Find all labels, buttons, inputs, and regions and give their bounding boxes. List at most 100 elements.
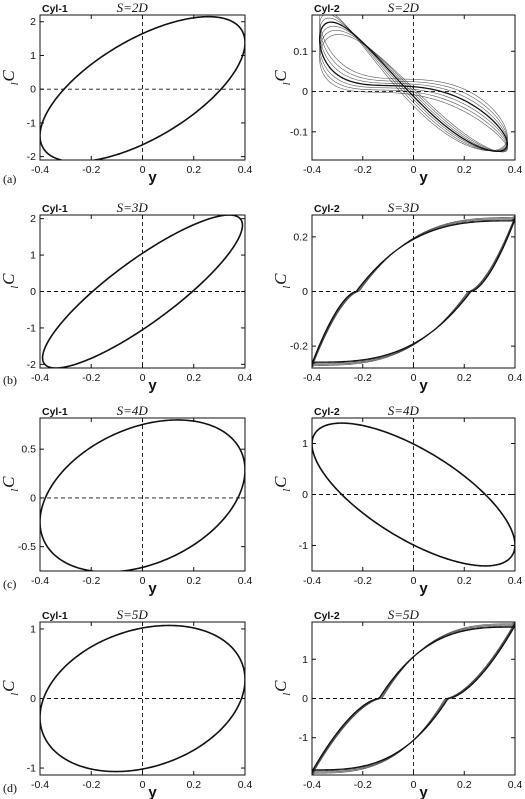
x-tick-label: -0.4 bbox=[31, 372, 49, 384]
y-axis-label: C bbox=[0, 680, 18, 692]
y-tick-label: 0 bbox=[30, 286, 36, 298]
x-axis-label: y bbox=[419, 784, 428, 799]
x-tick-label: 0.2 bbox=[186, 372, 201, 384]
series-line bbox=[40, 624, 245, 773]
y-tick-label: 0 bbox=[30, 693, 36, 705]
panel-spacing-label: S=5D bbox=[388, 607, 420, 622]
x-tick-label: -0.4 bbox=[31, 575, 49, 587]
y-axis-label: C bbox=[0, 476, 18, 488]
panel-spacing-label: S=4D bbox=[117, 403, 149, 418]
x-tick-label: -0.2 bbox=[354, 779, 372, 791]
series-line bbox=[312, 422, 515, 567]
row-label-a: (a) bbox=[3, 172, 16, 186]
x-tick-label: -0.4 bbox=[303, 372, 321, 384]
x-tick-label: -0.2 bbox=[354, 575, 372, 587]
y-tick-label: -2 bbox=[27, 151, 36, 163]
y-tick-label: 1 bbox=[30, 50, 36, 62]
curve-group bbox=[312, 622, 515, 775]
y-tick-label: 0.5 bbox=[21, 444, 36, 456]
panel-cylinder-label: Cyl-2 bbox=[314, 610, 340, 622]
y-tick-label: 0 bbox=[302, 489, 308, 501]
panel-cylinder-label: Cyl-1 bbox=[42, 203, 68, 215]
y-axis-label-subscript: l bbox=[281, 489, 293, 492]
x-tick-label: 0.2 bbox=[457, 372, 472, 384]
row-labels: (a) (b) (c) (d) bbox=[3, 172, 17, 795]
row-label-c: (c) bbox=[3, 577, 16, 591]
x-tick-label: 0.2 bbox=[186, 164, 201, 176]
panel-cylinder-label: Cyl-2 bbox=[314, 406, 340, 418]
panel-cylinder-label: Cyl-2 bbox=[314, 203, 340, 215]
series-line bbox=[319, 25, 508, 152]
x-tick-label: 0.4 bbox=[508, 779, 523, 791]
y-tick-label: 0 bbox=[302, 86, 308, 98]
series-line bbox=[312, 622, 515, 775]
x-tick-label: 0.4 bbox=[238, 779, 253, 791]
series-line bbox=[319, 34, 508, 153]
panel-cylinder-label: Cyl-2 bbox=[314, 3, 340, 15]
y-tick-label: 0 bbox=[30, 84, 36, 96]
x-tick-label: 0 bbox=[411, 164, 417, 176]
series-line bbox=[312, 624, 515, 773]
y-axis-label-subscript: l bbox=[9, 489, 21, 492]
series-line bbox=[318, 21, 509, 152]
y-axis-label: C bbox=[271, 680, 290, 692]
x-tick-label: 0.2 bbox=[457, 575, 472, 587]
y-tick-label: 2 bbox=[30, 213, 36, 225]
x-tick-label: 0.2 bbox=[457, 164, 472, 176]
y-tick-label: 0.2 bbox=[293, 231, 308, 243]
y-axis-label-subscript: l bbox=[9, 286, 21, 289]
x-tick-label: 0.4 bbox=[238, 372, 253, 384]
x-tick-label: 0.2 bbox=[186, 575, 201, 587]
y-tick-label: 1 bbox=[302, 438, 308, 450]
x-tick-label: 0 bbox=[140, 779, 146, 791]
y-tick-label: -0.2 bbox=[290, 341, 308, 353]
series-line bbox=[312, 215, 515, 368]
y-axis-label: C bbox=[271, 273, 290, 285]
x-tick-label: 0 bbox=[140, 575, 146, 587]
x-tick-label: 0.4 bbox=[508, 575, 523, 587]
y-axis-label: C bbox=[271, 70, 290, 82]
chart-panel: -0.4 -0.2 0 0.2 0.4 -0.2 0 0.2 Cyl-2 S=3D y Cl bbox=[271, 200, 522, 394]
panel-cylinder-label: Cyl-1 bbox=[42, 610, 68, 622]
y-axis-label: C bbox=[0, 70, 18, 82]
y-tick-label: -1 bbox=[299, 540, 308, 552]
x-tick-label: 0 bbox=[411, 372, 417, 384]
y-axis-label-subscript: l bbox=[9, 82, 21, 85]
chart-panel: -0.4 -0.2 0 0.2 0.4 -0.1 0 0.1 Cyl-2 S=2D y Cl bbox=[271, 0, 522, 186]
chart-panel: -0.4 -0.2 0 0.2 0.4 -1 0 1 Cyl-1 S=5D y Cl bbox=[0, 607, 252, 799]
x-axis-label: y bbox=[419, 169, 428, 186]
x-tick-label: 0 bbox=[140, 372, 146, 384]
x-tick-label: 0.2 bbox=[457, 779, 472, 791]
y-axis-label: C bbox=[271, 476, 290, 488]
curve-group bbox=[312, 215, 515, 368]
y-axis-label-subscript: l bbox=[281, 693, 293, 696]
x-tick-label: -0.4 bbox=[303, 779, 321, 791]
row-label-d: (d) bbox=[3, 781, 17, 795]
series-line bbox=[319, 17, 508, 152]
y-tick-label: 0 bbox=[302, 286, 308, 298]
y-axis-label: C bbox=[0, 273, 18, 285]
y-tick-label: -1 bbox=[27, 117, 36, 129]
panel-spacing-label: S=5D bbox=[117, 607, 149, 622]
panel-spacing-label: S=2D bbox=[117, 0, 149, 15]
y-tick-label: -0.5 bbox=[18, 541, 36, 553]
curve-group bbox=[40, 419, 245, 571]
x-tick-label: -0.2 bbox=[82, 779, 100, 791]
y-tick-label: 2 bbox=[30, 16, 36, 28]
series-line bbox=[41, 215, 244, 368]
y-tick-label: 0 bbox=[302, 693, 308, 705]
x-tick-label: 0 bbox=[411, 575, 417, 587]
y-tick-label: 1 bbox=[30, 623, 36, 635]
panel-cylinder-label: Cyl-1 bbox=[42, 3, 68, 15]
chart-panel: -0.4 -0.2 0 0.2 0.4 -1 0 1 Cyl-2 S=5D y Cl bbox=[271, 607, 522, 799]
series-line bbox=[40, 419, 245, 571]
curve-group bbox=[40, 624, 245, 773]
x-tick-label: -0.4 bbox=[31, 164, 49, 176]
x-tick-label: -0.2 bbox=[354, 372, 372, 384]
x-tick-label: 0.4 bbox=[508, 164, 523, 176]
y-tick-label: 0.1 bbox=[293, 46, 308, 58]
row-label-b: (b) bbox=[3, 373, 17, 387]
chart-panel: -0.4 -0.2 0 0.2 0.4 -0.5 0 0.5 Cyl-1 S=4D y Cl bbox=[0, 403, 252, 597]
